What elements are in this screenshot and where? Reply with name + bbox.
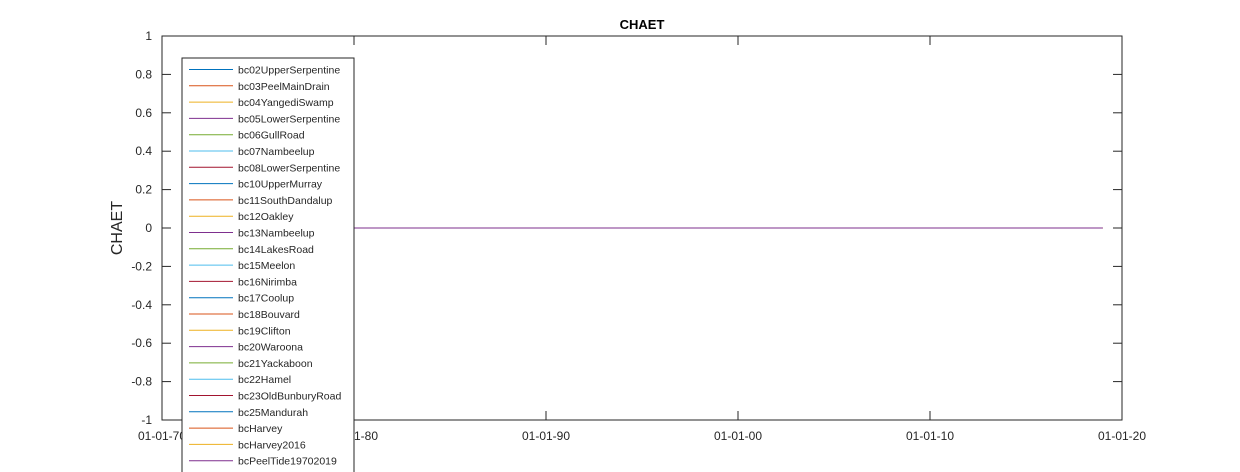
y-tick-label: -0.2 (131, 259, 152, 273)
legend-label: bc13Nambeelup (238, 228, 315, 240)
y-axis-label: CHAET (109, 201, 126, 255)
legend: bc02UpperSerpentine bc03PeelMainDrain bc04… (181, 57, 355, 472)
y-tick-label: -0.4 (131, 298, 152, 312)
legend-label: bc02UpperSerpentine (238, 65, 340, 77)
legend-label: bc10UpperMurray (238, 179, 323, 191)
legend-label: bc03PeelMainDrain (238, 81, 330, 93)
legend-label: bc17Coolup (238, 293, 294, 305)
legend-label: bc07Nambeelup (238, 146, 315, 158)
legend-label: bc14LakesRoad (238, 244, 314, 256)
x-tick-label: 01-01-70 (138, 429, 186, 443)
legend-label: bcHarvey (238, 423, 283, 435)
legend-label: bc06GullRoad (238, 130, 305, 142)
legend-label: bc21Yackaboon (238, 358, 313, 370)
y-tick-label: -0.8 (131, 375, 152, 389)
legend-label: bc04YangediSwamp (238, 97, 334, 109)
y-tick-label: 0.6 (135, 106, 152, 120)
legend-label: bc08LowerSerpentine (238, 162, 340, 174)
legend-label: bc11SouthDandalup (238, 195, 333, 207)
legend-label: bc19Clifton (238, 325, 291, 337)
legend-label: bc15Meelon (238, 260, 295, 272)
legend-label: bc20Waroona (238, 342, 303, 354)
legend-label: bcPeelTide19702019 (238, 456, 337, 468)
y-tick-label: 0.8 (135, 67, 152, 81)
y-tick-label: -1 (141, 413, 152, 427)
y-tick-label: 0 (145, 221, 152, 235)
x-tick-label: 01-01-10 (906, 429, 954, 443)
legend-label: bc25Mandurah (238, 407, 308, 419)
legend-label: bc23OldBunburyRoad (238, 391, 341, 403)
y-tick-label: -0.6 (131, 336, 152, 350)
y-tick-label: 0.4 (135, 144, 152, 158)
legend-label: bc05LowerSerpentine (238, 113, 340, 125)
legend-label: bc12Oakley (238, 211, 294, 223)
y-tick-label: 0.2 (135, 183, 152, 197)
chart-title: CHAET (620, 17, 665, 32)
y-tick-label: 1 (145, 29, 152, 43)
y-ticks: 1 0.8 0.6 0.4 0.2 0 -0.2 -0.4 -0.6 -0.8 -1 (131, 29, 1122, 427)
legend-label: bc16Nirimba (238, 276, 297, 288)
legend-label: bcHarvey2016 (238, 439, 306, 451)
x-tick-label: 01-01-20 (1098, 429, 1146, 443)
x-tick-label: 01-01-90 (522, 429, 570, 443)
legend-label: bc18Bouvard (238, 309, 300, 321)
x-tick-label: 01-01-00 (714, 429, 762, 443)
legend-label: bc22Hamel (238, 374, 291, 386)
